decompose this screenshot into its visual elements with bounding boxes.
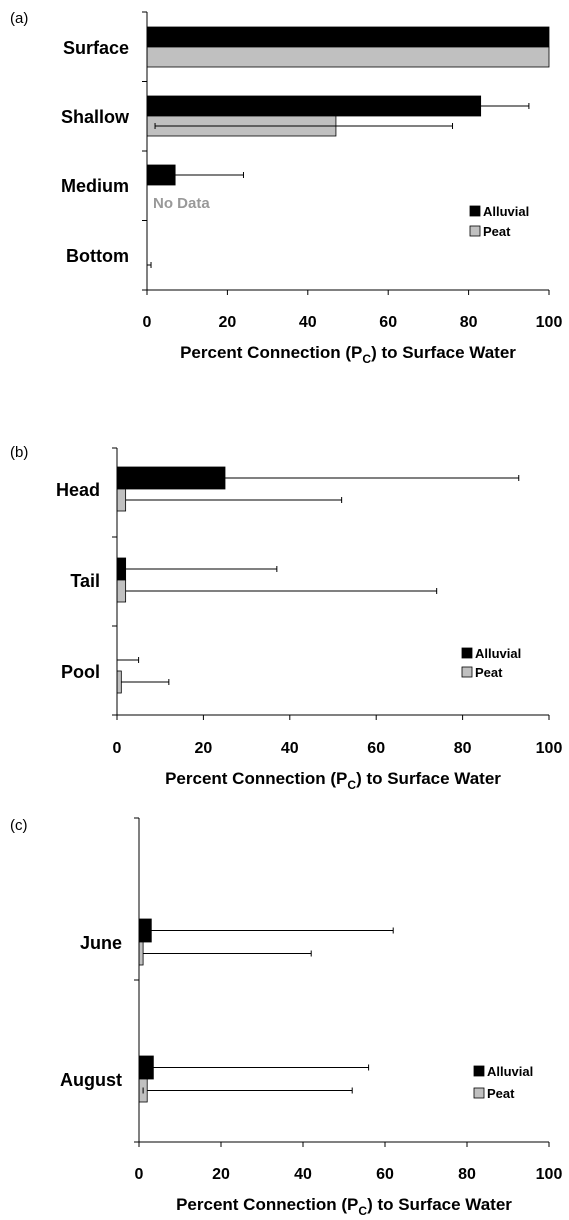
x-axis-title: Percent Connection (PC) to Surface Water <box>165 769 501 792</box>
bar-alluvial-surface <box>146 26 550 48</box>
category-label-bottom: Bottom <box>66 246 129 266</box>
panel-label: (c) <box>10 817 28 834</box>
x-tick-label: 20 <box>219 314 237 331</box>
x-tick-label: 80 <box>458 1166 476 1183</box>
x-tick-label: 0 <box>143 314 152 331</box>
legend-swatch-alluvial <box>473 1065 485 1077</box>
x-tick-label: 100 <box>536 1166 563 1183</box>
category-label-pool: Pool <box>61 662 100 682</box>
bar-alluvial-tail <box>116 557 127 581</box>
x-axis-title-sub: C <box>358 1204 367 1218</box>
legend-label-alluvial: Alluvial <box>487 1064 533 1079</box>
panel-label: (b) <box>10 444 28 461</box>
x-tick-label: 60 <box>376 1166 394 1183</box>
bar-peat-head <box>116 488 127 512</box>
x-tick-label: 20 <box>212 1166 230 1183</box>
x-axis-title-tail: ) to Surface Water <box>356 769 501 788</box>
bar-peat-june <box>138 941 144 966</box>
x-axis-title-sub: C <box>347 778 356 792</box>
legend-label-peat: Peat <box>487 1086 515 1101</box>
bar-alluvial-medium <box>146 164 176 186</box>
bar-alluvial-head <box>116 466 226 490</box>
x-tick-label: 40 <box>299 314 317 331</box>
legend-swatch-alluvial <box>469 205 481 217</box>
x-tick-label: 0 <box>135 1166 144 1183</box>
legend-swatch-alluvial <box>461 647 473 659</box>
bar-alluvial-shallow <box>146 95 482 117</box>
bar-peat-tail <box>116 579 127 603</box>
chart-panel-1: (a) Surface Shallow Medium Bottom 0 20 40 60 80 10… <box>10 10 562 366</box>
bar-alluvial-august <box>138 1055 154 1080</box>
x-tick-label: 60 <box>367 740 385 757</box>
legend-label-alluvial: Alluvial <box>483 204 529 219</box>
x-tick-label: 20 <box>195 740 213 757</box>
category-label-tail: Tail <box>70 571 100 591</box>
legend-swatch-peat <box>473 1087 485 1099</box>
x-axis-title-main: Percent Connection (P <box>180 343 362 362</box>
x-tick-label: 100 <box>536 740 563 757</box>
x-axis-title-tail: ) to Surface Water <box>371 343 516 362</box>
x-tick-label: 0 <box>113 740 122 757</box>
x-tick-label: 80 <box>454 740 472 757</box>
legend-label-peat: Peat <box>475 665 503 680</box>
x-axis-title-sub: C <box>362 352 371 366</box>
x-axis-title-main: Percent Connection (P <box>165 769 347 788</box>
x-axis-title: Percent Connection (PC) to Surface Water <box>180 343 516 366</box>
bar-peat-surface <box>146 46 550 68</box>
bar-alluvial-june <box>138 918 152 943</box>
category-label-medium: Medium <box>61 176 129 196</box>
legend-label-peat: Peat <box>483 224 511 239</box>
x-axis-title: Percent Connection (PC) to Surface Water <box>176 1195 512 1218</box>
bar-peat-pool <box>116 670 122 694</box>
category-label-head: Head <box>56 480 100 500</box>
legend-label-alluvial: Alluvial <box>475 646 521 661</box>
category-label-surface: Surface <box>63 38 129 58</box>
x-tick-label: 40 <box>294 1166 312 1183</box>
x-tick-label: 100 <box>536 314 563 331</box>
x-axis-title-tail: ) to Surface Water <box>367 1195 512 1214</box>
panel-label: (a) <box>10 10 28 27</box>
chart-panel-2: (b) Head Tail Pool 0 20 40 60 80 100 Percent Conne… <box>10 444 562 792</box>
chart-panel-3: (c) June August 0 20 40 60 80 100 Percent Connect… <box>10 817 562 1218</box>
x-axis-title-main: Percent Connection (P <box>176 1195 358 1214</box>
category-label-june: June <box>80 933 122 953</box>
category-label-august: August <box>60 1070 122 1090</box>
no-data-annotation: No Data <box>153 195 210 212</box>
x-tick-label: 40 <box>281 740 299 757</box>
category-label-shallow: Shallow <box>61 107 130 127</box>
legend-swatch-peat <box>469 225 481 237</box>
legend-swatch-peat <box>461 666 473 678</box>
x-tick-label: 80 <box>460 314 478 331</box>
x-tick-label: 60 <box>379 314 397 331</box>
